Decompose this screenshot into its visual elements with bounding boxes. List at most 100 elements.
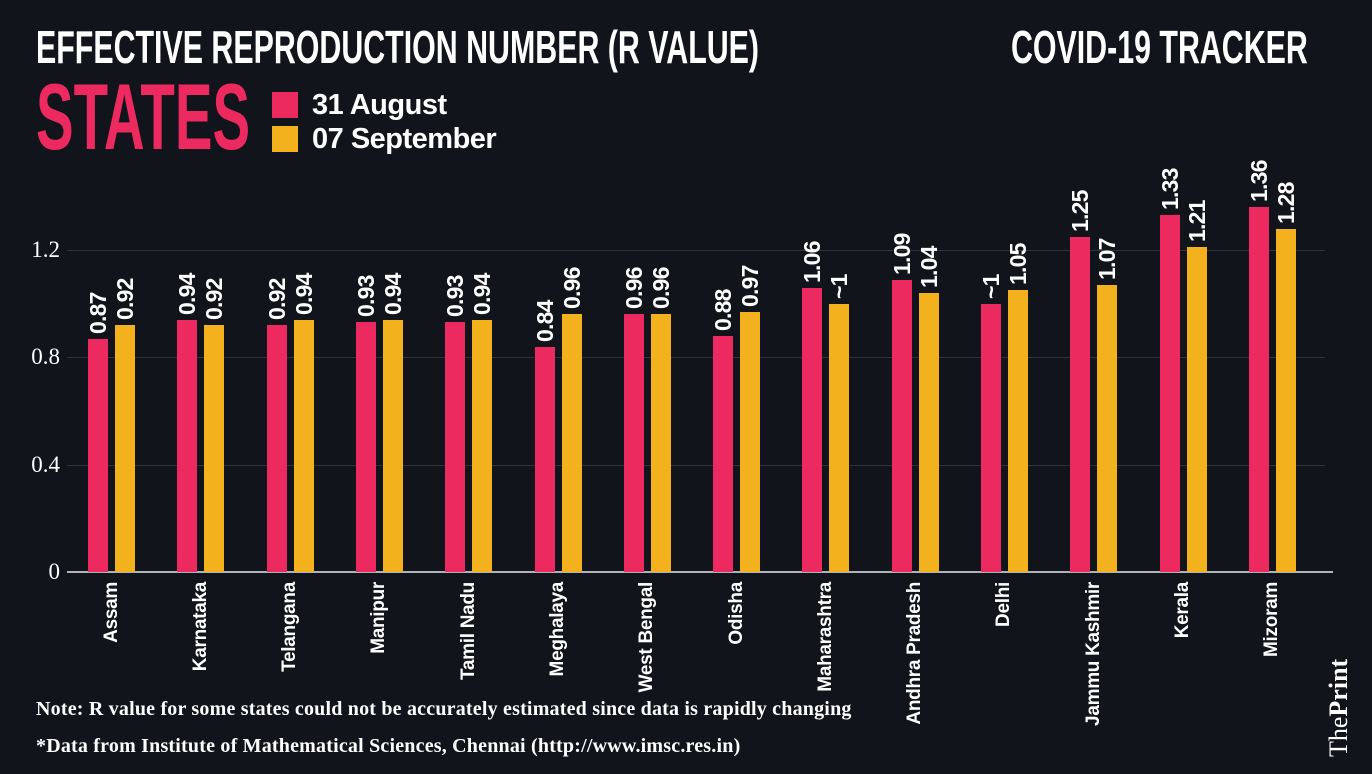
legend: 31 August 07 September	[272, 89, 497, 160]
x-axis-line	[67, 571, 1333, 573]
brand-print: Print	[1324, 658, 1353, 717]
bar-group: 0.88 0.97	[692, 152, 781, 572]
value-label: 1.09	[888, 233, 915, 275]
bar-07-september: 0.94	[291, 273, 317, 572]
legend-label: 07 September	[312, 123, 497, 155]
category-label: Andhra Pradesh	[904, 582, 926, 725]
legend-label: 31 August	[312, 89, 447, 121]
bar-31-august: 1.09	[889, 233, 915, 572]
category-label: Telangana	[279, 582, 301, 672]
brand-the: The	[1324, 716, 1353, 757]
category-cell: West Bengal	[603, 582, 692, 712]
bar-07-september: 0.94	[469, 273, 495, 572]
value-label: 0.84	[531, 300, 558, 342]
value-label: 1.33	[1156, 168, 1183, 210]
bar-group: 1.36 1.28	[1228, 152, 1317, 572]
value-label: 0.87	[85, 292, 112, 334]
bar-31-august: ~1	[978, 274, 1004, 572]
category-label: Manipur	[368, 582, 390, 654]
value-label: 0.94	[469, 273, 496, 315]
bar-group: 1.09 1.04	[871, 152, 960, 572]
category-cell: Meghalaya	[513, 582, 602, 712]
legend-item-august: 31 August	[272, 89, 496, 121]
gridline	[67, 464, 1325, 466]
value-label: ~1	[977, 274, 1004, 299]
bar-31-august: 1.06	[799, 241, 825, 572]
value-label: 0.94	[290, 273, 317, 315]
category-cell: Manipur	[335, 582, 424, 712]
bar-group: 1.06 ~1	[781, 152, 870, 572]
gridline	[67, 357, 1325, 359]
category-cell: Odisha	[692, 582, 781, 712]
bar-07-september: 0.92	[112, 278, 138, 572]
source-text: *Data from Institute of Mathematical Sci…	[36, 735, 741, 757]
legend-swatch-yellow	[272, 126, 298, 152]
category-cell: Andhra Pradesh	[871, 582, 960, 725]
page-title: EFFECTIVE REPRODUCTION NUMBER (R VALUE)	[36, 21, 760, 73]
value-label: 1.25	[1067, 190, 1094, 232]
bar-07-september: 1.28	[1273, 182, 1299, 572]
bar-group: 0.93 0.94	[424, 152, 513, 572]
tracker-label: COVID-19 TRACKER	[1011, 21, 1308, 73]
value-label: 0.94	[379, 273, 406, 315]
bar-group: 0.93 0.94	[335, 152, 424, 572]
value-label: 1.07	[1094, 238, 1121, 280]
value-label: 0.92	[263, 278, 290, 320]
bar-31-august: 1.25	[1067, 190, 1093, 572]
bar-31-august: 1.36	[1246, 160, 1272, 572]
category-label: Odisha	[725, 582, 747, 645]
value-label: 0.92	[201, 278, 228, 320]
y-tick-label: 0	[48, 559, 61, 584]
category-label: Tamil Nadu	[457, 582, 479, 680]
value-label: 0.93	[442, 275, 469, 317]
bar-07-september: 1.05	[1005, 243, 1031, 572]
bar-31-august: 0.84	[532, 300, 558, 572]
bar-07-september: 0.94	[380, 273, 406, 572]
category-cell: Tamil Nadu	[424, 582, 513, 712]
category-axis: Assam Karnataka Telangana Manipur Tamil Nadu…	[67, 582, 1317, 726]
legend-item-september: 07 September	[272, 123, 497, 155]
value-label: 0.96	[620, 267, 647, 309]
bar-07-september: 0.92	[201, 278, 227, 572]
value-label: 0.93	[352, 275, 379, 317]
category-cell: Karnataka	[156, 582, 245, 712]
category-label: Karnataka	[189, 582, 211, 672]
category-cell: Jammu Kashmir	[1049, 582, 1138, 726]
gridline	[67, 250, 1325, 251]
bar-31-august: 0.88	[710, 289, 736, 572]
bar-group: 0.94 0.92	[156, 152, 245, 572]
category-label: Assam	[100, 582, 122, 643]
value-label: 1.21	[1183, 200, 1210, 242]
category-cell: Delhi	[960, 582, 1049, 712]
value-label: 0.94	[174, 273, 201, 315]
category-label: Mizoram	[1261, 582, 1283, 657]
bar-31-august: 1.33	[1157, 168, 1183, 572]
bar-31-august: 0.87	[85, 292, 111, 572]
value-label: 0.92	[112, 278, 139, 320]
bar-31-august: 0.93	[353, 275, 379, 572]
bar-31-august: 0.94	[174, 273, 200, 572]
bar-07-september: 0.96	[648, 267, 674, 572]
category-cell: Assam	[67, 582, 156, 712]
bar-group: 1.25 1.07	[1049, 152, 1138, 572]
category-cell: Telangana	[246, 582, 335, 712]
bar-07-september: ~1	[826, 274, 852, 572]
bar-group: 0.96 0.96	[603, 152, 692, 572]
value-label: 0.88	[710, 289, 737, 331]
value-label: 0.96	[647, 267, 674, 309]
bars-area: 0.87 0.92 0.94 0.92 0.92 0.94 0.93 0.94 0.93 0.94…	[67, 152, 1317, 572]
value-label: 1.05	[1004, 243, 1031, 285]
bar-group: ~1 1.05	[960, 152, 1049, 572]
section-title: STATES	[36, 64, 251, 169]
y-tick-label: 0.4	[31, 451, 60, 477]
value-label: 0.96	[558, 267, 585, 309]
category-label: West Bengal	[636, 582, 658, 693]
theprint-logo: ThePrint	[1324, 658, 1353, 757]
category-label: Jammu Kashmir	[1082, 582, 1104, 726]
value-label: 1.36	[1245, 160, 1272, 202]
value-label: ~1	[826, 274, 853, 299]
value-label: 0.97	[737, 265, 764, 307]
category-cell: Maharashtra	[781, 582, 870, 712]
